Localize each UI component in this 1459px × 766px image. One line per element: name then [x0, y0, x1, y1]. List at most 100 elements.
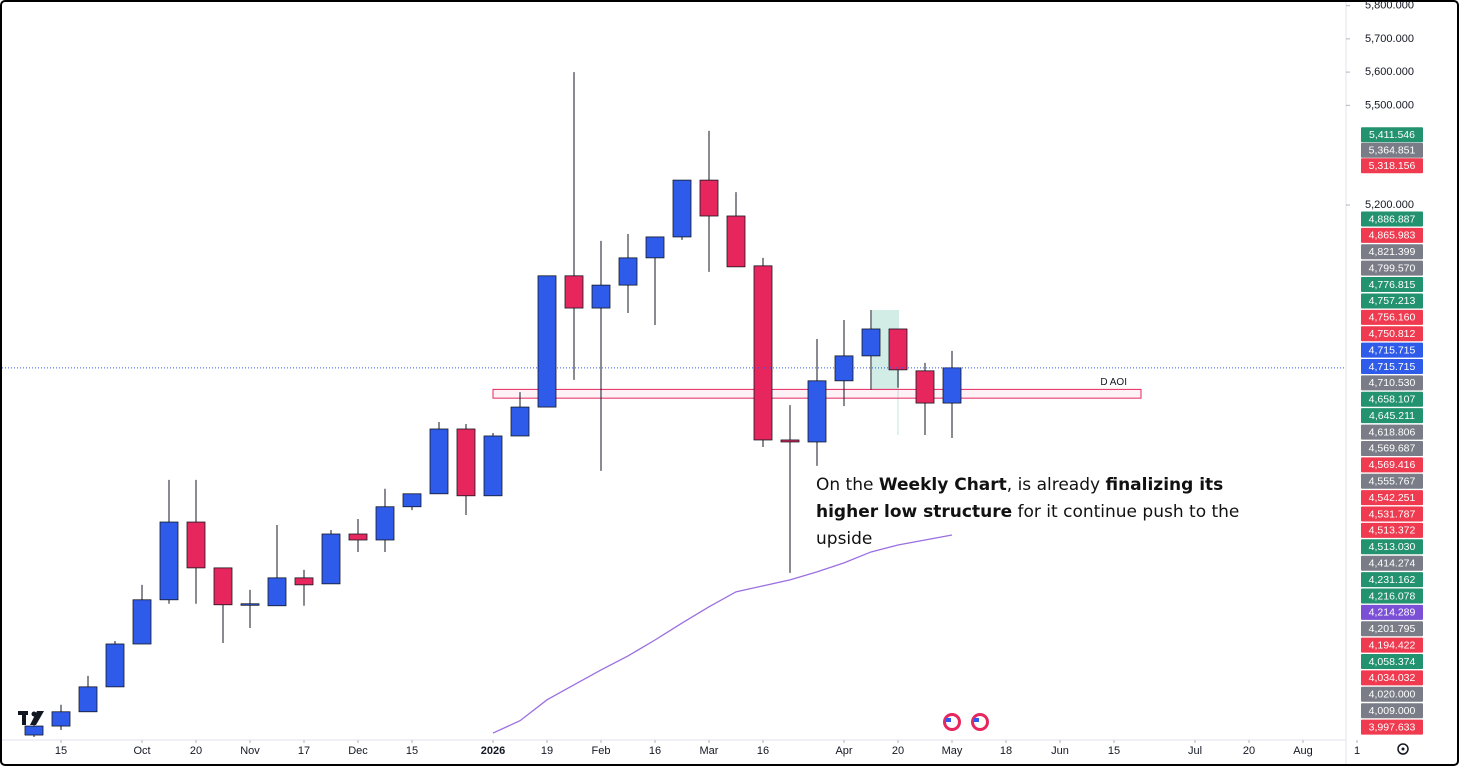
price-badge-label: 4,513.030 — [1369, 541, 1416, 553]
x-tick-label: Jul — [1188, 745, 1202, 757]
candle — [132, 584, 152, 645]
annotation-text: higher low structure — [816, 502, 1013, 522]
event-icons — [943, 713, 989, 731]
candle — [24, 720, 44, 738]
price-badge — [1361, 719, 1423, 735]
candle — [888, 328, 908, 388]
candle — [186, 479, 206, 604]
x-tick-label: Aug — [1293, 745, 1313, 757]
candle-body — [942, 367, 962, 404]
candle — [159, 479, 179, 604]
x-tick-label: 15 — [406, 745, 418, 757]
y-tick-label: 5,200.000 — [1365, 199, 1414, 211]
price-badge-label: 4,569.687 — [1369, 443, 1416, 455]
candle-body — [915, 370, 935, 404]
price-badge-label: 4,531.787 — [1369, 508, 1416, 520]
annotation-text: finalizing its — [1105, 475, 1224, 495]
price-badge-label: 4,058.374 — [1369, 656, 1416, 668]
candle — [834, 320, 854, 407]
price-badge — [1361, 342, 1423, 358]
candle — [537, 275, 557, 408]
candle — [240, 589, 260, 629]
price-badge-label: 4,034.032 — [1369, 672, 1416, 684]
x-tick-label: 18 — [1000, 745, 1012, 757]
candle-body — [186, 521, 206, 569]
price-badge — [1361, 490, 1423, 506]
candle — [213, 567, 233, 643]
candle-body — [834, 355, 854, 382]
price-badge — [1361, 572, 1423, 588]
settings-icon[interactable] — [1397, 743, 1409, 755]
x-tick-label: 1 — [1354, 745, 1360, 757]
candle-body — [348, 533, 368, 541]
candle — [915, 362, 935, 435]
candle-body — [591, 284, 611, 309]
price-badge-label: 4,799.570 — [1369, 262, 1416, 274]
candle-body — [213, 567, 233, 606]
candle-body — [780, 439, 800, 443]
candle — [564, 72, 584, 380]
price-badge — [1361, 604, 1423, 620]
x-tick-label: 20 — [892, 745, 904, 757]
candle — [942, 350, 962, 438]
price-badge — [1361, 588, 1423, 604]
price-badge — [1361, 440, 1423, 456]
x-tick-label: 20 — [190, 745, 202, 757]
x-tick-label: 19 — [541, 745, 553, 757]
price-badge — [1361, 621, 1423, 637]
price-badge-label: 5,318.156 — [1369, 160, 1416, 172]
price-badge — [1361, 539, 1423, 555]
candle-body — [807, 380, 827, 443]
candle — [348, 519, 368, 552]
price-badge-label: 4,776.815 — [1369, 279, 1416, 291]
price-badge — [1361, 506, 1423, 522]
y-tick-label: 5,700.000 — [1365, 33, 1414, 45]
price-badge-label: 4,569.416 — [1369, 459, 1416, 471]
x-tick-label: Feb — [592, 745, 611, 757]
price-badge — [1361, 391, 1423, 407]
candle-body — [321, 533, 341, 585]
candle-body — [132, 599, 152, 645]
price-badge-label: 4,757.213 — [1369, 295, 1416, 307]
candle-body — [618, 257, 638, 286]
candle-body — [726, 215, 746, 268]
y-tick-label: 5,500.000 — [1365, 99, 1414, 111]
price-badge-label: 4,886.887 — [1369, 213, 1416, 225]
x-tick-label: 16 — [649, 745, 661, 757]
candle — [105, 640, 125, 688]
price-badge-label: 4,194.422 — [1369, 639, 1416, 651]
x-tick-label: 15 — [1108, 745, 1120, 757]
price-badge — [1361, 293, 1423, 309]
candle-body — [861, 328, 881, 357]
candle-body — [456, 428, 476, 497]
price-badge — [1361, 555, 1423, 571]
y-tick-label: 5,600.000 — [1365, 66, 1414, 78]
price-badge — [1361, 408, 1423, 424]
price-badge — [1361, 703, 1423, 719]
candle — [402, 493, 422, 511]
price-badge — [1361, 522, 1423, 538]
candle — [294, 569, 314, 606]
price-badge-label: 4,009.000 — [1369, 705, 1416, 717]
price-badge-label: 4,201.795 — [1369, 623, 1416, 635]
candle-body — [537, 275, 557, 408]
price-badge-label: 4,645.211 — [1369, 410, 1415, 422]
annotation-text: for it continue push to the — [1012, 502, 1240, 522]
price-badge — [1361, 227, 1423, 243]
x-tick-label: Mar — [700, 745, 719, 757]
price-badge-label: 4,020.000 — [1369, 689, 1416, 701]
price-badge-label: 4,414.274 — [1369, 557, 1416, 569]
candle — [51, 704, 71, 731]
candle-body — [294, 577, 314, 586]
candle-body — [699, 179, 719, 217]
candle-body — [375, 506, 395, 541]
candle-body — [888, 328, 908, 371]
moving-average — [492, 534, 953, 734]
candle-body — [483, 435, 503, 497]
price-badge — [1361, 457, 1423, 473]
price-badge-label: 4,865.983 — [1369, 230, 1416, 242]
x-tick-label: May — [942, 745, 963, 757]
price-badge-label: 5,411.546 — [1369, 129, 1415, 141]
x-tick-label: 20 — [1243, 745, 1255, 757]
